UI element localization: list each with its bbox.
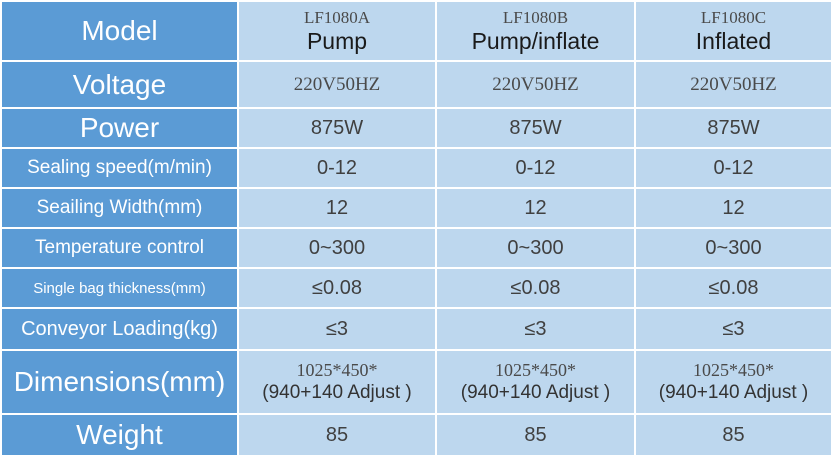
label-power: Power xyxy=(0,107,239,149)
label-dimensions: Dimensions(mm) xyxy=(0,349,239,415)
sealing-width-value: 12 xyxy=(634,187,831,229)
label-voltage: Voltage xyxy=(0,60,239,109)
conveyor-value: ≤3 xyxy=(634,307,831,351)
dimensions-line2: (940+140 Adjust ) xyxy=(658,382,809,403)
label-model: Model xyxy=(0,0,239,62)
bag-thickness-value: ≤0.08 xyxy=(634,267,831,309)
row-voltage: Voltage 220V50HZ 220V50HZ 220V50HZ xyxy=(0,60,831,109)
sealing-speed-value: 0-12 xyxy=(435,147,636,189)
row-conveyor: Conveyor Loading(kg) ≤3 ≤3 ≤3 xyxy=(0,307,831,351)
temperature-value: 0~300 xyxy=(435,227,636,269)
voltage-value: 220V50HZ xyxy=(634,60,831,109)
bag-thickness-value: ≤0.08 xyxy=(435,267,636,309)
dimensions-line2: (940+140 Adjust ) xyxy=(262,382,412,403)
dimensions-value: 1025*450* (940+140 Adjust ) xyxy=(634,349,831,415)
model-code: LF1080B xyxy=(502,8,569,27)
weight-value: 85 xyxy=(237,413,437,457)
row-power: Power 875W 875W 875W xyxy=(0,107,831,149)
voltage-value: 220V50HZ xyxy=(237,60,437,109)
voltage-value: 220V50HZ xyxy=(435,60,636,109)
dimensions-value: 1025*450* (940+140 Adjust ) xyxy=(435,349,636,415)
weight-value: 85 xyxy=(634,413,831,457)
label-sealing-speed: Sealing speed(m/min) xyxy=(0,147,239,189)
label-weight: Weight xyxy=(0,413,239,457)
dimensions-value: 1025*450* (940+140 Adjust ) xyxy=(237,349,437,415)
weight-value: 85 xyxy=(435,413,636,457)
sealing-speed-value: 0-12 xyxy=(237,147,437,189)
model-type: Pump xyxy=(306,28,368,54)
model-col-c: LF1080C Inflated xyxy=(634,0,831,62)
conveyor-value: ≤3 xyxy=(237,307,437,351)
row-dimensions: Dimensions(mm) 1025*450* (940+140 Adjust… xyxy=(0,349,831,415)
label-bag-thickness: Single bag thickness(mm) xyxy=(0,267,239,309)
row-sealing-width: Seailing Width(mm) 12 12 12 xyxy=(0,187,831,229)
row-bag-thickness: Single bag thickness(mm) ≤0.08 ≤0.08 ≤0.… xyxy=(0,267,831,309)
model-type: Pump/inflate xyxy=(471,28,600,54)
model-col-b: LF1080B Pump/inflate xyxy=(435,0,636,62)
dimensions-line2: (940+140 Adjust ) xyxy=(460,382,611,403)
label-temperature: Temperature control xyxy=(0,227,239,269)
label-sealing-width: Seailing Width(mm) xyxy=(0,187,239,229)
sealing-width-value: 12 xyxy=(435,187,636,229)
bag-thickness-value: ≤0.08 xyxy=(237,267,437,309)
model-code: LF1080C xyxy=(700,8,767,27)
model-type: Inflated xyxy=(695,28,772,54)
sealing-speed-value: 0-12 xyxy=(634,147,831,189)
temperature-value: 0~300 xyxy=(237,227,437,269)
dimensions-line1: 1025*450* xyxy=(296,360,378,380)
conveyor-value: ≤3 xyxy=(435,307,636,351)
row-weight: Weight 85 85 85 xyxy=(0,413,831,457)
row-sealing-speed: Sealing speed(m/min) 0-12 0-12 0-12 xyxy=(0,147,831,189)
power-value: 875W xyxy=(634,107,831,149)
label-conveyor: Conveyor Loading(kg) xyxy=(0,307,239,351)
sealing-width-value: 12 xyxy=(237,187,437,229)
model-col-a: LF1080A Pump xyxy=(237,0,437,62)
row-temperature: Temperature control 0~300 0~300 0~300 xyxy=(0,227,831,269)
dimensions-line1: 1025*450* xyxy=(495,360,576,380)
model-code: LF1080A xyxy=(303,8,371,27)
power-value: 875W xyxy=(435,107,636,149)
row-model: Model LF1080A Pump LF1080B Pump/inflate … xyxy=(0,0,831,62)
power-value: 875W xyxy=(237,107,437,149)
temperature-value: 0~300 xyxy=(634,227,831,269)
dimensions-line1: 1025*450* xyxy=(693,360,774,380)
